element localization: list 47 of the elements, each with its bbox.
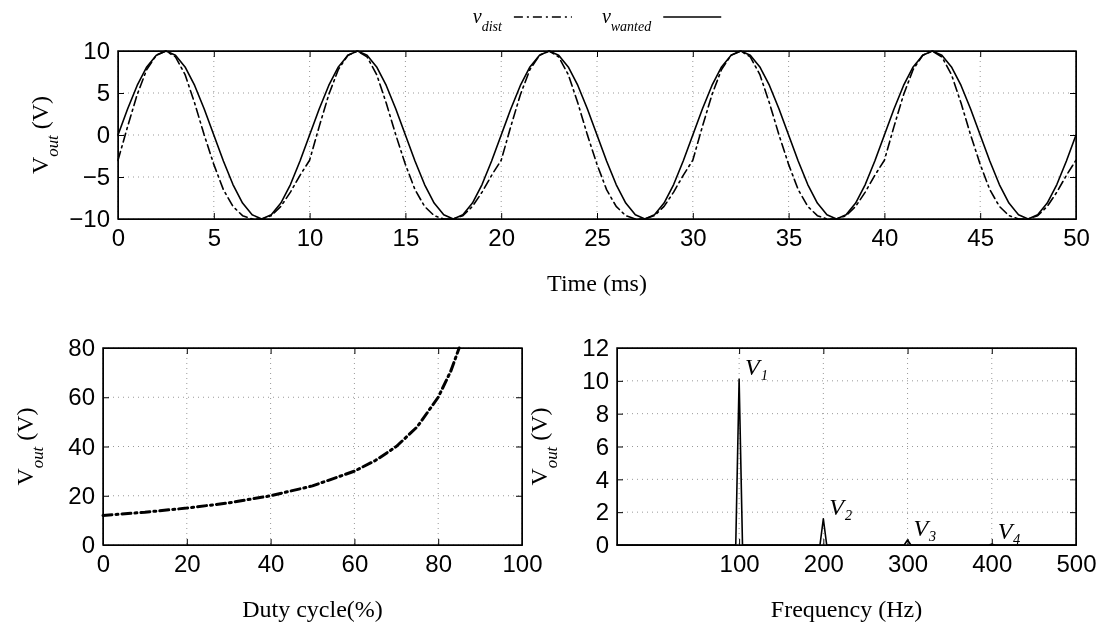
x-tick-label: 80: [425, 550, 453, 578]
x-tick-label: 500: [1056, 550, 1096, 578]
y-tick-label: 12: [582, 334, 609, 362]
line-series: [117, 50, 1077, 220]
x-tick-label: 5: [207, 224, 221, 252]
y-tick-label: 0: [595, 531, 609, 559]
y-tick-label: 5: [96, 79, 110, 107]
x-tick-label: 30: [679, 224, 707, 252]
y-tick-label: 20: [68, 481, 95, 509]
y-tick-label: 6: [595, 432, 609, 460]
x-tick-label: 35: [775, 224, 803, 252]
y-tick-label: 60: [68, 383, 95, 411]
x-tick-label: 40: [871, 224, 899, 252]
x-tick-label: 100: [502, 550, 543, 578]
x-tick-label: 20: [488, 224, 516, 252]
x-axis-title: Duty cycle(%): [242, 596, 383, 622]
y-tick-label: 4: [595, 465, 609, 493]
y-tick-label: −5: [82, 163, 110, 191]
x-tick-label: 400: [972, 550, 1013, 578]
x-tick-label: 40: [257, 550, 285, 578]
x-tick-label: 10: [296, 224, 324, 252]
legend-label: v$_{wanted}$: [601, 5, 653, 34]
y-tick-label: 0: [81, 531, 95, 559]
y-tick-label: 10: [582, 367, 609, 395]
y-tick-label: 0: [96, 121, 110, 149]
x-tick-label: 50: [1063, 224, 1090, 252]
x-tick-label: 200: [803, 550, 844, 578]
x-axis-title: Time (ms): [547, 270, 647, 296]
y-tick-label: 10: [83, 37, 110, 65]
x-tick-label: 20: [173, 550, 201, 578]
x-axis-title: Frequency (Hz): [770, 596, 923, 622]
x-tick-label: 15: [392, 224, 420, 252]
annotation: V₁: [745, 354, 769, 381]
legend-label: v$_{dist}$: [472, 5, 503, 34]
annotation: V₃: [913, 515, 937, 542]
x-tick-label: 45: [967, 224, 995, 252]
y-tick-label: −10: [69, 205, 110, 233]
y-tick-label: 8: [595, 399, 609, 427]
y-tick-label: 2: [595, 498, 609, 526]
annotation: V₂: [829, 493, 853, 520]
x-tick-label: 25: [584, 224, 611, 252]
annotation: V₄: [997, 518, 1021, 544]
x-tick-label: 60: [341, 550, 369, 578]
x-tick-label: 100: [719, 550, 760, 578]
y-tick-label: 40: [68, 432, 95, 460]
x-tick-label: 300: [888, 550, 929, 578]
y-tick-label: 80: [68, 334, 95, 362]
